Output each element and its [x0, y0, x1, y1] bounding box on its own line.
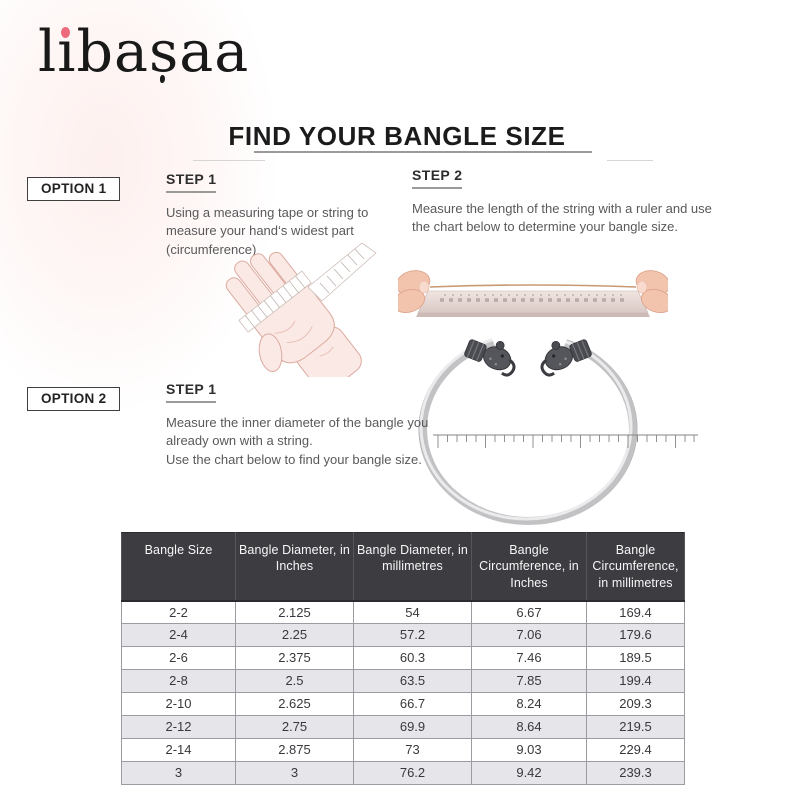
table-row: 3 3 76.2 9.42 239.3 [121, 761, 685, 786]
table-cell: 54 [353, 599, 472, 625]
title-row: FIND YOUR BANGLE SIZE [0, 121, 794, 152]
column-header: Bangle Diameter, in millimetres [353, 532, 472, 601]
table-cell: 9.03 [471, 738, 587, 763]
page-title: FIND YOUR BANGLE SIZE [228, 121, 566, 151]
logo-text-3: aa [179, 19, 250, 85]
column-header: Bangle Size [121, 532, 236, 601]
table-cell: 219.5 [586, 715, 685, 740]
bangle-size-chart: Bangle Size Bangle Diameter, in Inches Ban… [121, 532, 685, 786]
string-measure-image [398, 270, 668, 317]
option-1-badge: OPTION 1 [27, 177, 121, 201]
table-cell: 2.5 [235, 669, 354, 694]
table-cell: 63.5 [353, 669, 472, 694]
table-cell: 2-4 [121, 623, 236, 648]
table-cell: 2-10 [121, 692, 236, 717]
option1-step2-block: STEP 2 Measure the length of the string … [412, 167, 712, 237]
table-cell: 2.25 [235, 623, 354, 648]
table-cell: 8.24 [471, 692, 587, 717]
table-cell: 169.4 [586, 599, 685, 625]
logo-text-1: l [38, 19, 58, 85]
logo-s-with-under-dot: s [148, 19, 180, 85]
table-cell: 7.06 [471, 623, 587, 648]
step-2-text: Measure the length of the string with a … [412, 201, 712, 235]
table-cell: 66.7 [353, 692, 472, 717]
table-row: 2-10 2.625 66.7 8.24 209.3 [121, 692, 685, 717]
bangle-image [418, 327, 698, 525]
step-1-text: Using a measuring tape or string to meas… [166, 205, 369, 257]
table-cell: 2.625 [235, 692, 354, 717]
option1-step1-block: STEP 1 Using a measuring tape or string … [166, 171, 411, 259]
step-1-heading: STEP 1 [166, 171, 217, 193]
column-header: Bangle Circumference, in millimetres [586, 532, 685, 601]
decorative-line-right [607, 160, 653, 161]
table-cell: 7.46 [471, 646, 587, 671]
table-cell: 8.64 [471, 715, 587, 740]
logo-i-with-pink-dot: ı [57, 19, 77, 85]
chart-body: 2-2 2.125 54 6.67 169.4 2-4 2.25 57.2 7.06 179.6 2… [121, 599, 685, 786]
option-2-badge: OPTION 2 [27, 387, 121, 411]
decorative-line-left [193, 160, 265, 161]
table-cell: 239.3 [586, 761, 685, 786]
step-text-line: Use the chart below to find your bangle … [166, 451, 422, 467]
table-cell: 6.67 [471, 599, 587, 625]
table-cell: 69.9 [353, 715, 472, 740]
ruler-line [433, 434, 698, 448]
table-cell: 2.875 [235, 738, 354, 763]
table-cell: 179.6 [586, 623, 685, 648]
table-cell: 60.3 [353, 646, 472, 671]
table-cell: 57.2 [353, 623, 472, 648]
table-row: 2-6 2.375 60.3 7.46 189.5 [121, 646, 685, 671]
table-cell: 2-12 [121, 715, 236, 740]
left-ornament [464, 339, 516, 377]
table-cell: 209.3 [586, 692, 685, 717]
string-line [429, 284, 637, 288]
table-row: 2-12 2.75 69.9 8.64 219.5 [121, 715, 685, 740]
table-row: 2-4 2.25 57.2 7.06 179.6 [121, 623, 685, 648]
table-cell: 2-14 [121, 738, 236, 763]
table-row: 2-2 2.125 54 6.67 169.4 [121, 599, 685, 625]
table-cell: 2.75 [235, 715, 354, 740]
step-1-heading: STEP 1 [166, 381, 217, 403]
table-cell: 189.5 [586, 646, 685, 671]
title-underline [254, 151, 592, 153]
column-header: Bangle Circumference, in Inches [471, 532, 587, 601]
table-cell: 199.4 [586, 669, 685, 694]
hand-measuring-tape-image [225, 242, 377, 377]
right-ornament [540, 339, 592, 377]
table-cell: 7.85 [471, 669, 587, 694]
table-cell: 229.4 [586, 738, 685, 763]
right-fingers [635, 270, 668, 314]
chart-header: Bangle Size Bangle Diameter, in Inches Ban… [121, 532, 685, 601]
table-cell: 3 [121, 761, 236, 786]
logo-text-2: ba [76, 19, 149, 85]
table-cell: 3 [235, 761, 354, 786]
tape-extension [307, 242, 377, 302]
table-cell: 2.375 [235, 646, 354, 671]
table-cell: 76.2 [353, 761, 472, 786]
step-1-text: Measure the inner diameter of the bangle… [166, 414, 454, 469]
table-cell: 2.125 [235, 599, 354, 625]
step-text-line: Measure the inner diameter of the bangle… [166, 415, 429, 449]
table-cell: 2-8 [121, 669, 236, 694]
table-row: 2-14 2.875 73 9.03 229.4 [121, 738, 685, 763]
table-cell: 9.42 [471, 761, 587, 786]
step-2-heading: STEP 2 [412, 167, 463, 189]
column-header: Bangle Diameter, in Inches [235, 532, 354, 601]
chart-header-row: Bangle Size Bangle Diameter, in Inches Ban… [121, 532, 685, 601]
option2-step1-block: STEP 1 Measure the inner diameter of the… [166, 381, 454, 469]
brand-logo: lıbasaa [38, 19, 250, 86]
table-row: 2-8 2.5 63.5 7.85 199.4 [121, 669, 685, 694]
left-fingers [398, 270, 431, 314]
table-cell: 2-2 [121, 599, 236, 625]
table-cell: 73 [353, 738, 472, 763]
table-cell: 2-6 [121, 646, 236, 671]
